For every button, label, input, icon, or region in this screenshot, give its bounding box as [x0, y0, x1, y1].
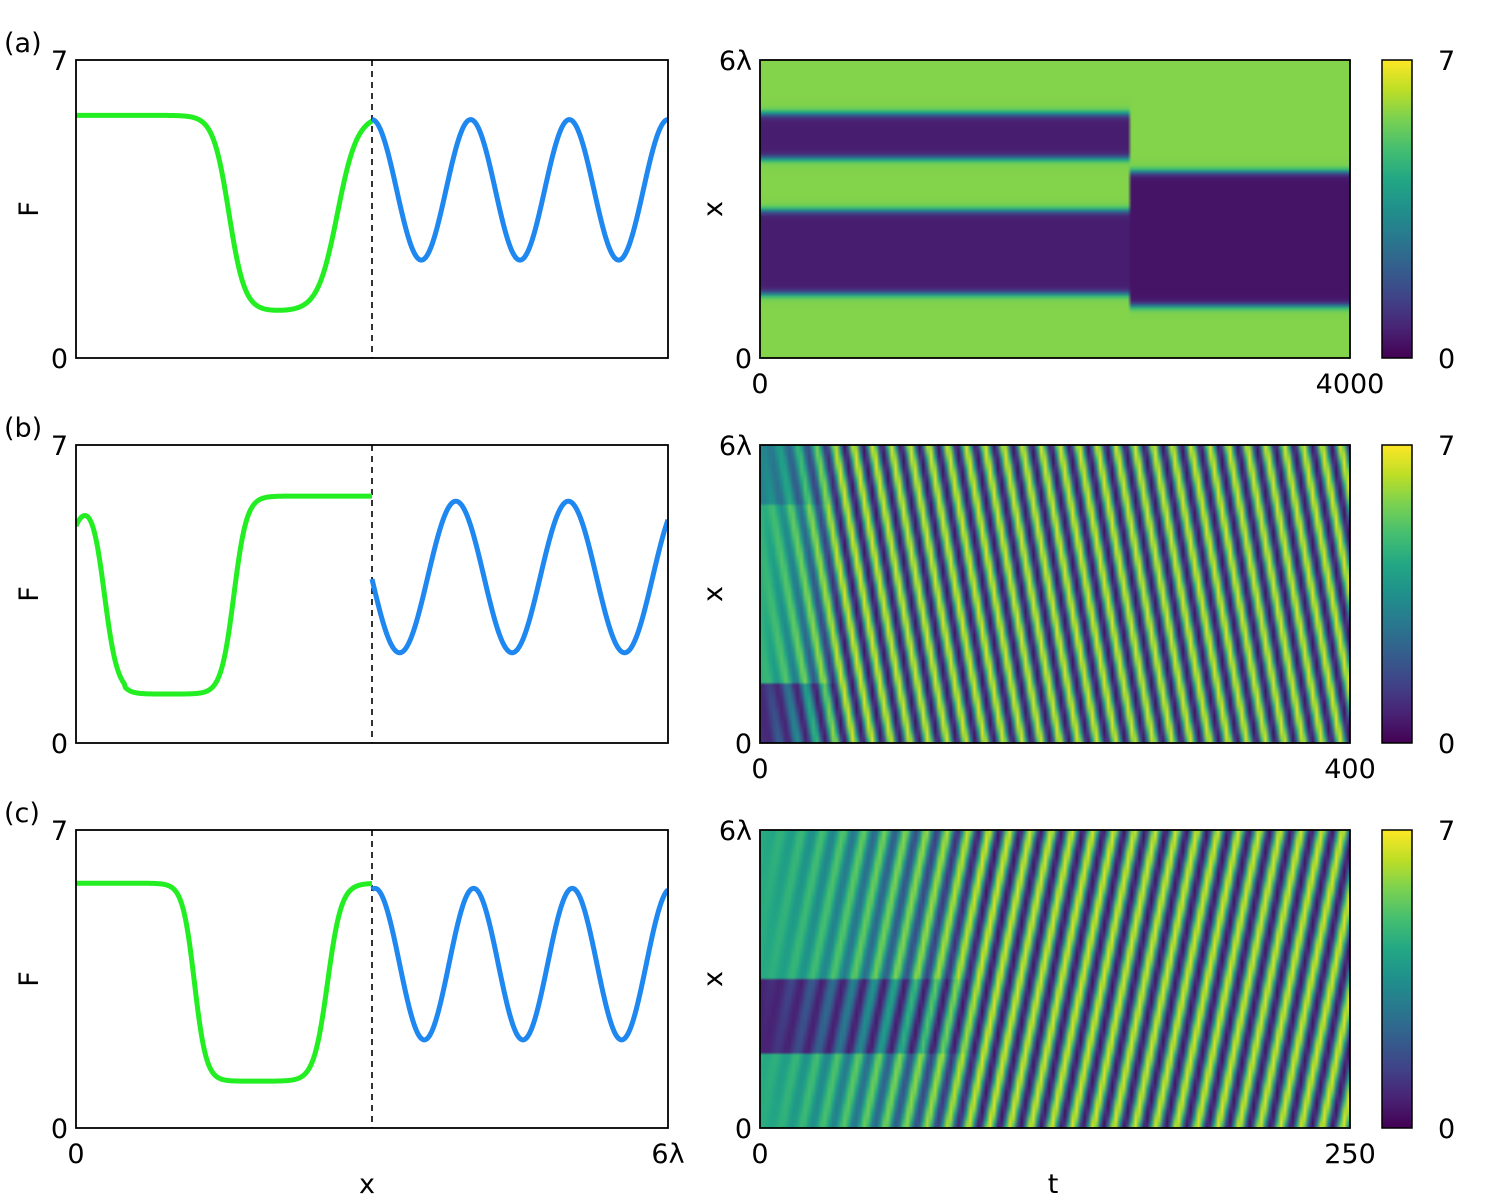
- x-tick-label: 400: [1324, 754, 1376, 785]
- colorbar: [1381, 59, 1413, 359]
- colorbar-tick-label: 0: [1438, 344, 1455, 375]
- heatmap-image: [760, 60, 1350, 358]
- series-line-0: [76, 112, 374, 313]
- y-tick-label: 7: [51, 46, 68, 77]
- heatmap-image: [760, 445, 1350, 743]
- colorbar: [1381, 444, 1413, 744]
- y-axis-label: x: [698, 971, 729, 987]
- heatmap-image: [760, 830, 1350, 1128]
- y-tick-label: 7: [51, 431, 68, 462]
- series-line-1: [369, 498, 668, 656]
- series-line-1: [370, 117, 668, 263]
- y-tick-label: 0: [51, 1114, 68, 1145]
- y-tick-label: 7: [51, 816, 68, 847]
- x-tick-label: 0: [751, 1139, 768, 1170]
- colorbar-tick-label: 7: [1438, 431, 1455, 462]
- y-tick-label: 6λ: [719, 46, 752, 77]
- colorbar-tick-label: 7: [1438, 46, 1455, 77]
- colorbar: [1381, 829, 1413, 1129]
- y-tick-label: 6λ: [719, 816, 752, 847]
- plot-frame: [75, 444, 669, 744]
- colorbar-tick-label: 0: [1438, 1114, 1455, 1145]
- colorbar-tick-label: 7: [1438, 816, 1455, 847]
- line-series-group: [76, 112, 668, 313]
- y-tick-label: 0: [51, 729, 68, 760]
- panel-label: (a): [4, 28, 42, 59]
- line-series-group: [76, 493, 668, 697]
- y-tick-label: 6λ: [719, 431, 752, 462]
- y-axis-label: F: [14, 201, 45, 217]
- heatmap-frame: [759, 59, 1351, 359]
- y-tick-label: 0: [735, 344, 752, 375]
- x-axis-label: x: [359, 1169, 375, 1200]
- y-axis-label: F: [14, 971, 45, 987]
- x-tick-label: 4000: [1316, 369, 1385, 400]
- heatmap-frame: [759, 444, 1351, 744]
- panel-label: (b): [4, 413, 42, 444]
- x-tick-label: 0: [67, 1139, 84, 1170]
- panel-label: (c): [4, 798, 40, 829]
- x-axis-label: t: [1048, 1169, 1059, 1200]
- colorbar-tick-label: 0: [1438, 729, 1455, 760]
- y-tick-label: 0: [51, 344, 68, 375]
- plot-frame: [75, 59, 669, 359]
- series-line-0: [76, 880, 374, 1084]
- y-tick-label: 0: [735, 1114, 752, 1145]
- y-tick-label: 0: [735, 729, 752, 760]
- series-line-1: [370, 885, 668, 1043]
- heatmap-frame: [759, 829, 1351, 1129]
- y-axis-label: x: [698, 586, 729, 602]
- plot-frame: [75, 829, 669, 1129]
- x-tick-label: 0: [751, 369, 768, 400]
- y-axis-label: F: [14, 586, 45, 602]
- y-axis-label: x: [698, 201, 729, 217]
- series-line-0: [76, 493, 374, 697]
- line-series-group: [76, 880, 668, 1084]
- x-tick-label: 6λ: [651, 1139, 684, 1170]
- x-tick-label: 0: [751, 754, 768, 785]
- x-tick-label: 250: [1324, 1139, 1376, 1170]
